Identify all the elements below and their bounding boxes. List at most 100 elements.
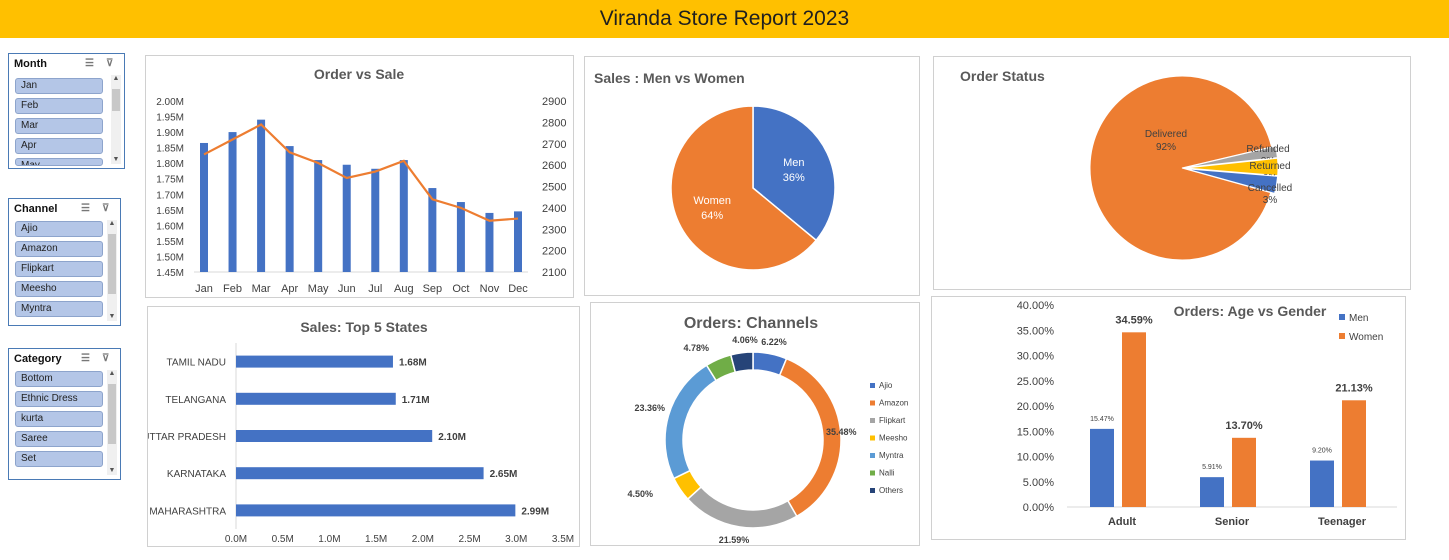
order-bar bbox=[485, 212, 494, 272]
x-tick-label: 1.0M bbox=[318, 534, 340, 545]
data-label: 4.78% bbox=[683, 343, 709, 353]
pie-slice-cancelled bbox=[1185, 168, 1279, 194]
slicer-item[interactable]: Flipkart bbox=[15, 261, 103, 277]
legend-swatch bbox=[870, 383, 875, 388]
order-vs-sale-chart: Order vs Sale 1.45M 1.50M 1.55M 1.60M 1.65M 1.… bbox=[156, 66, 566, 295]
slicer-scrollbar[interactable]: ▲ ▼ bbox=[111, 75, 121, 164]
order-bar bbox=[228, 132, 237, 272]
slicer-item[interactable]: Meesho bbox=[15, 281, 103, 297]
data-label: 1.68M bbox=[399, 358, 427, 369]
sales-men-women-panel: Sales : Men vs Women Men 36% Women 64% bbox=[584, 56, 920, 296]
legend-label: Women bbox=[1349, 332, 1383, 343]
multi-select-icon[interactable]: ☰ bbox=[85, 58, 94, 69]
slicer-item[interactable]: Jan bbox=[15, 78, 103, 94]
data-label: 2.10M bbox=[438, 432, 466, 443]
clear-filter-icon[interactable]: ⊽ bbox=[102, 353, 110, 364]
state-bar bbox=[236, 430, 433, 442]
bar-women bbox=[1122, 332, 1146, 507]
y-tick-label: 1.60M bbox=[156, 221, 184, 232]
clear-filter-icon[interactable]: ⊽ bbox=[102, 203, 110, 214]
legend-label: Meesho bbox=[879, 434, 908, 443]
x-tick-label: 2.0M bbox=[412, 534, 434, 545]
top-states-panel: Sales: Top 5 States 0.0M 0.5M 1.0M 1.5M 2.0M 2… bbox=[142, 306, 580, 547]
chart-title: Order vs Sale bbox=[314, 66, 404, 82]
bar-women bbox=[1342, 400, 1366, 507]
y-tick-label: 1.45M bbox=[156, 268, 184, 279]
slice-name-label: Returned bbox=[1249, 161, 1290, 172]
category-slicer[interactable]: Category ☰ ⊽ Bottom Ethnic Dress kurta S… bbox=[8, 348, 121, 480]
x-tick-label: Senior bbox=[1215, 516, 1250, 528]
slicer-item[interactable]: Ajio bbox=[15, 221, 103, 237]
legend-swatch bbox=[870, 418, 875, 423]
pie-slice-delivered bbox=[1089, 75, 1273, 261]
slicer-item[interactable]: Mar bbox=[15, 118, 103, 134]
slicer-item[interactable]: Amazon bbox=[15, 241, 103, 257]
y-tick-label: 1.65M bbox=[156, 206, 184, 217]
sales-men-women-chart: Sales : Men vs Women Men 36% Women 64% bbox=[594, 70, 836, 271]
slicer-item[interactable]: Saree bbox=[15, 431, 103, 447]
slicer-item[interactable]: Set bbox=[15, 451, 103, 467]
multi-select-icon[interactable]: ☰ bbox=[81, 353, 90, 364]
slice-name-label: Women bbox=[693, 195, 731, 207]
chart-title: Orders: Channels bbox=[684, 315, 818, 332]
order-bar bbox=[399, 160, 408, 272]
slice-value-label: 64% bbox=[701, 210, 723, 222]
orders-channels-panel: Orders: Channels 6.22% Ajio 35.48% Amazon 21.… bbox=[590, 302, 920, 546]
slicer-item[interactable]: kurta bbox=[15, 411, 103, 427]
slicer-title: Category bbox=[14, 353, 62, 365]
month-slicer[interactable]: Month ☰ ⊽ Jan Feb Mar Apr May ▲ ▼ bbox=[8, 53, 125, 169]
data-label: 1.71M bbox=[402, 395, 430, 406]
slicer-scrollbar[interactable]: ▲ ▼ bbox=[107, 220, 117, 321]
data-label: 9.20% bbox=[1312, 448, 1332, 455]
y2-tick-label: 2700 bbox=[542, 139, 566, 151]
channel-slicer[interactable]: Channel ☰ ⊽ Ajio Amazon Flipkart Meesho … bbox=[8, 198, 121, 326]
x-tick-label: Aug bbox=[394, 283, 414, 295]
x-tick-label: Jul bbox=[368, 283, 382, 295]
slicer-item[interactable]: Myntra bbox=[15, 301, 103, 317]
clear-filter-icon[interactable]: ⊽ bbox=[106, 58, 114, 69]
report-banner: Viranda Store Report 2023 bbox=[0, 0, 1449, 38]
slicer-scrollbar[interactable]: ▲ ▼ bbox=[107, 370, 117, 475]
age-vs-gender-panel: Orders: Age vs Gender 0.00% 5.00% 10.00% 15.… bbox=[931, 296, 1406, 540]
legend-label: Flipkart bbox=[879, 416, 906, 425]
x-tick-label: Adult bbox=[1108, 516, 1136, 528]
slicer-item[interactable]: Bottom bbox=[15, 371, 103, 387]
legend-swatch bbox=[1339, 333, 1345, 339]
data-label: 2.65M bbox=[490, 469, 518, 480]
y2-tick-label: 2800 bbox=[542, 117, 566, 129]
slicer-item[interactable]: Apr bbox=[15, 138, 103, 154]
x-tick-label: May bbox=[308, 283, 329, 295]
data-label: 35.48% bbox=[826, 427, 857, 437]
y-tick-label: 5.00% bbox=[1023, 477, 1054, 489]
y2-tick-label: 2100 bbox=[542, 267, 566, 279]
pie-slice-women bbox=[670, 105, 818, 271]
slice-value-label: 92% bbox=[1156, 142, 1176, 153]
slicer-item[interactable]: May bbox=[15, 158, 103, 166]
order-bar bbox=[342, 164, 351, 272]
multi-select-icon[interactable]: ☰ bbox=[81, 203, 90, 214]
chart-title: Order Status bbox=[960, 68, 1045, 84]
slicer-header: Month ☰ ⊽ bbox=[9, 54, 124, 74]
pie-slice-refunded bbox=[1185, 145, 1278, 168]
y-tick-label: 25.00% bbox=[1017, 376, 1055, 388]
x-tick-label: 2.5M bbox=[458, 534, 480, 545]
y-tick-label: 40.00% bbox=[1017, 300, 1055, 312]
x-tick-label: 3.5M bbox=[552, 534, 574, 545]
slicer-item[interactable]: Ethnic Dress bbox=[15, 391, 103, 407]
order-status-chart: Order StatusDelivered92%Refunded2%Return… bbox=[960, 68, 1292, 261]
y-tick-label: 1.55M bbox=[156, 237, 184, 248]
order-bar bbox=[285, 146, 294, 272]
y2-tick-label: 2400 bbox=[542, 203, 566, 215]
donut-slice-amazon bbox=[778, 357, 842, 518]
legend-label: Men bbox=[1349, 313, 1368, 324]
slicer-header: Category ☰ ⊽ bbox=[9, 349, 120, 369]
state-bar bbox=[236, 504, 516, 517]
donut-slice-others bbox=[729, 351, 754, 374]
slicer-item[interactable]: Feb bbox=[15, 98, 103, 114]
y-tick-label: 0.00% bbox=[1023, 502, 1054, 514]
x-tick-label: Mar bbox=[252, 283, 271, 295]
slice-name-label: Men bbox=[783, 157, 804, 169]
y-tick-label: 20.00% bbox=[1017, 401, 1055, 413]
y-tick-label: 30.00% bbox=[1017, 351, 1055, 363]
data-label: 21.13% bbox=[1335, 382, 1373, 394]
